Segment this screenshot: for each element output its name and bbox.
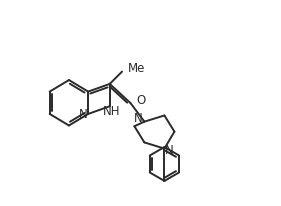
Text: N: N	[165, 143, 173, 156]
Text: O: O	[137, 93, 146, 106]
Text: N: N	[79, 108, 88, 121]
Text: N: N	[134, 112, 143, 125]
Text: Me: Me	[128, 62, 145, 75]
Text: NH: NH	[103, 104, 121, 117]
